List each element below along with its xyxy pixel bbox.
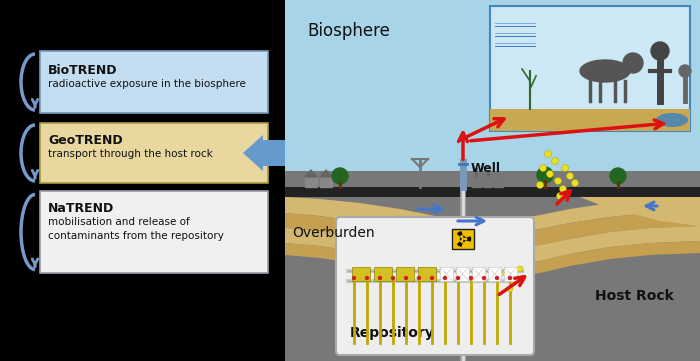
Circle shape xyxy=(502,270,508,276)
FancyBboxPatch shape xyxy=(40,191,268,273)
Circle shape xyxy=(554,178,561,184)
Bar xyxy=(490,109,690,131)
Circle shape xyxy=(547,170,554,178)
Circle shape xyxy=(353,277,356,279)
Polygon shape xyxy=(285,211,700,251)
Polygon shape xyxy=(320,170,332,177)
Bar xyxy=(483,175,492,187)
Circle shape xyxy=(537,167,553,183)
Circle shape xyxy=(536,182,543,188)
Wedge shape xyxy=(458,239,463,246)
Text: radioactive exposure in the biosphere: radioactive exposure in the biosphere xyxy=(48,79,246,89)
Circle shape xyxy=(391,277,395,279)
Circle shape xyxy=(444,277,447,279)
Circle shape xyxy=(332,168,348,184)
Text: Biosphere: Biosphere xyxy=(307,22,390,40)
Circle shape xyxy=(482,277,486,279)
Ellipse shape xyxy=(580,60,630,82)
Polygon shape xyxy=(285,226,700,267)
Circle shape xyxy=(561,165,568,171)
Circle shape xyxy=(379,277,382,279)
Circle shape xyxy=(571,179,578,187)
Bar xyxy=(456,267,469,281)
Circle shape xyxy=(417,277,421,279)
Bar xyxy=(418,267,436,281)
Circle shape xyxy=(545,151,552,157)
Bar xyxy=(320,177,332,187)
Circle shape xyxy=(511,279,517,285)
Bar xyxy=(285,187,700,197)
Wedge shape xyxy=(463,238,466,240)
Circle shape xyxy=(507,286,513,292)
Bar xyxy=(285,0,700,191)
Circle shape xyxy=(552,157,559,165)
Circle shape xyxy=(470,277,473,279)
Text: Well: Well xyxy=(471,162,501,175)
Bar xyxy=(285,171,700,361)
Text: GeoTREND: GeoTREND xyxy=(48,134,122,147)
Text: NaTREND: NaTREND xyxy=(48,202,114,215)
Circle shape xyxy=(508,277,512,279)
Bar xyxy=(0,0,285,361)
Bar xyxy=(440,267,453,281)
Circle shape xyxy=(405,277,407,279)
Circle shape xyxy=(540,165,547,171)
Bar xyxy=(374,267,392,281)
Wedge shape xyxy=(461,236,463,239)
Text: Host Rock: Host Rock xyxy=(595,289,673,303)
FancyArrow shape xyxy=(243,135,285,171)
Text: mobilisation and release of: mobilisation and release of xyxy=(48,217,190,227)
Circle shape xyxy=(365,277,368,279)
Bar xyxy=(504,267,517,281)
Bar xyxy=(452,229,474,249)
Wedge shape xyxy=(463,237,470,241)
Polygon shape xyxy=(285,197,700,234)
Circle shape xyxy=(430,277,433,279)
Ellipse shape xyxy=(656,113,688,127)
Bar xyxy=(488,267,501,281)
Polygon shape xyxy=(285,241,700,279)
Wedge shape xyxy=(461,239,463,242)
Circle shape xyxy=(651,42,669,60)
FancyBboxPatch shape xyxy=(40,51,268,113)
Circle shape xyxy=(461,236,466,242)
Circle shape xyxy=(566,173,573,179)
FancyBboxPatch shape xyxy=(336,217,534,355)
FancyBboxPatch shape xyxy=(490,6,690,131)
Bar xyxy=(305,177,317,187)
Wedge shape xyxy=(458,232,463,239)
Text: transport through the host rock: transport through the host rock xyxy=(48,149,213,159)
Text: contaminants from the repository: contaminants from the repository xyxy=(48,231,224,241)
Circle shape xyxy=(517,266,523,272)
Circle shape xyxy=(610,168,626,184)
Text: Overburden: Overburden xyxy=(292,226,374,240)
Circle shape xyxy=(520,275,526,281)
Circle shape xyxy=(679,65,691,77)
Bar xyxy=(472,175,481,187)
Bar xyxy=(494,175,503,187)
Circle shape xyxy=(559,186,566,192)
Text: BioTREND: BioTREND xyxy=(48,64,118,77)
Circle shape xyxy=(556,192,564,200)
Circle shape xyxy=(456,277,459,279)
Circle shape xyxy=(623,53,643,73)
Polygon shape xyxy=(305,170,317,177)
Text: Repository: Repository xyxy=(350,326,435,340)
FancyBboxPatch shape xyxy=(40,123,268,183)
Polygon shape xyxy=(580,197,700,226)
Bar xyxy=(352,267,370,281)
Bar xyxy=(396,267,414,281)
Circle shape xyxy=(496,277,498,279)
Bar xyxy=(472,267,485,281)
